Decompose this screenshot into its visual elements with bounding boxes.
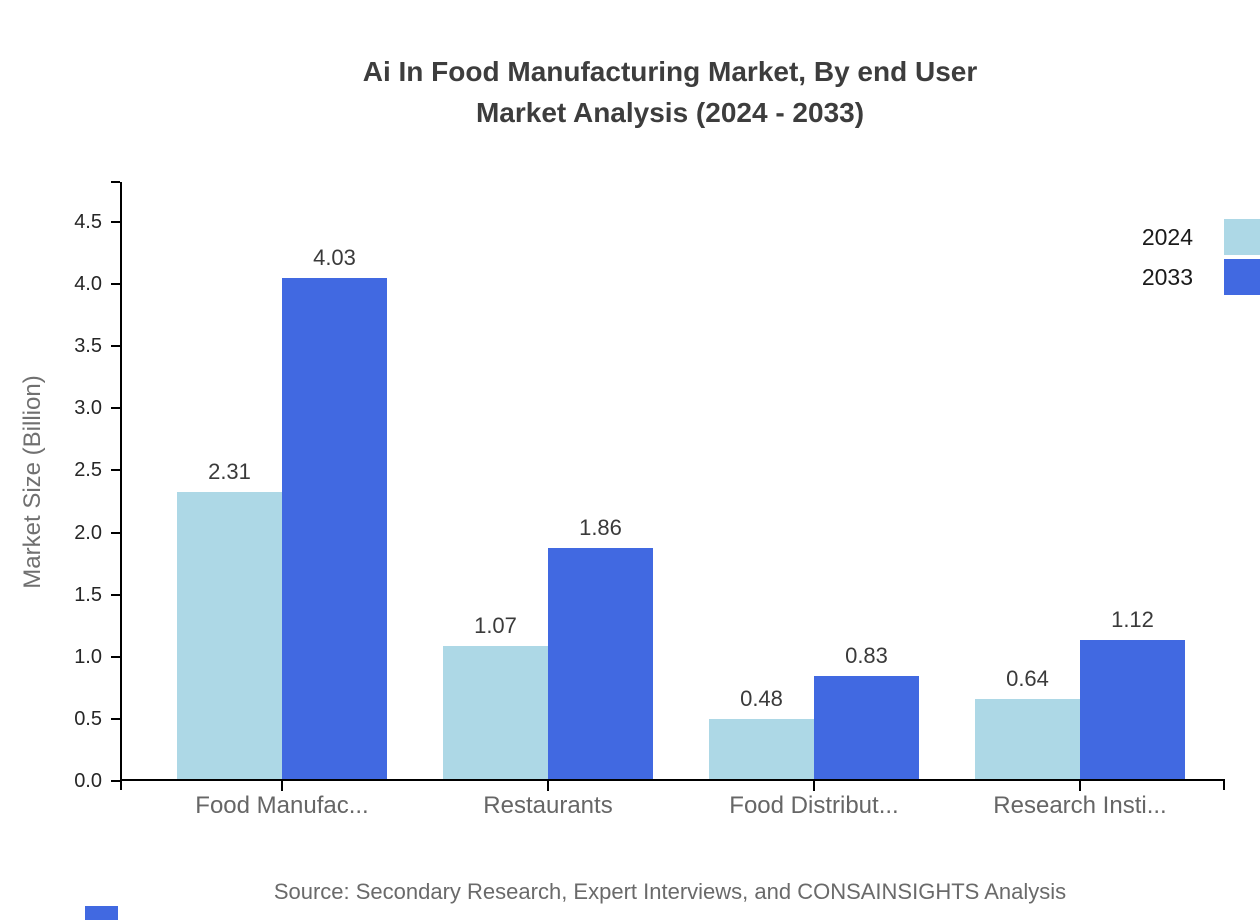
y-tick-label: 1.5	[74, 583, 102, 606]
y-axis-top-cap	[111, 181, 120, 183]
legend-label: 2024	[1141, 223, 1193, 250]
y-axis-line	[120, 182, 122, 790]
bar-2024-2	[443, 646, 548, 779]
x-category-label: Restaurants	[483, 792, 613, 819]
bar-2024-4	[975, 699, 1080, 779]
y-tick-label: 0.0	[74, 770, 102, 792]
y-tick	[111, 655, 120, 658]
legend: 2024 2033	[1142, 219, 1260, 299]
y-tick	[111, 283, 120, 286]
bar-value-label: 2.31	[208, 459, 251, 484]
bar-value-label: 1.12	[1111, 607, 1154, 632]
y-tick	[111, 531, 120, 534]
x-axis-end-tick	[1223, 781, 1225, 790]
bar-2033-2	[548, 548, 653, 779]
y-tick	[111, 469, 120, 472]
bar-2024-1	[177, 492, 282, 779]
legend-swatch	[1224, 259, 1260, 295]
y-tick-label: 0.5	[74, 707, 102, 730]
y-tick	[111, 345, 120, 348]
bar-2033-3	[814, 676, 919, 779]
chart-title-line-2: Market Analysis (2024 - 2033)	[475, 97, 865, 128]
bar-2033-1	[282, 278, 387, 779]
bar-value-label: 1.07	[474, 613, 517, 638]
x-category-label: Food Distribut...	[729, 792, 899, 819]
bar-value-label: 0.83	[845, 643, 888, 668]
y-tick	[111, 780, 120, 782]
x-tick	[547, 781, 549, 791]
y-tick-label: 2.0	[74, 521, 102, 544]
bar-2033-4	[1080, 640, 1185, 779]
y-tick-label: 4.0	[74, 273, 102, 296]
y-tick-label: 1.0	[74, 645, 102, 668]
chart-title: Ai In Food Manufacturing Market, By end …	[120, 51, 1220, 133]
source-note: Source: Secondary Research, Expert Inter…	[273, 879, 1067, 904]
x-axis-line	[120, 779, 1225, 781]
bar-value-label: 1.86	[579, 515, 622, 540]
x-tick	[813, 781, 815, 791]
bar-value-label: 4.03	[313, 245, 356, 270]
y-tick-label: 2.5	[74, 459, 102, 482]
y-tick	[111, 593, 120, 596]
x-category-label: Food Manufac...	[195, 792, 369, 819]
legend-label: 2033	[1141, 263, 1193, 290]
bar-value-label: 0.64	[1006, 666, 1049, 691]
plot-area: 0.0 0.5 1.0 1.5 2.0 2.5 3.0 3.5 4.0 4.5 Food Manuf…	[74, 181, 1225, 819]
bar-value-label: 0.48	[740, 686, 783, 711]
y-tick	[111, 221, 120, 223]
x-tick	[1079, 781, 1081, 791]
legend-item-2024: 2024	[1142, 219, 1260, 255]
y-tick	[111, 407, 120, 410]
bar-2024-3	[709, 719, 814, 779]
y-tick-label: 3.0	[74, 397, 102, 420]
y-tick	[111, 717, 120, 720]
legend-item-2033: 2033	[1142, 259, 1260, 295]
y-tick-label: 4.5	[74, 211, 102, 233]
y-tick-label: 3.5	[74, 335, 102, 358]
chart-title-line-1: Ai In Food Manufacturing Market, By end …	[362, 56, 978, 87]
x-tick	[281, 781, 283, 791]
legend-swatch	[1224, 219, 1260, 255]
x-category-label: Research Insti...	[993, 792, 1167, 819]
brand-mark	[85, 906, 118, 920]
